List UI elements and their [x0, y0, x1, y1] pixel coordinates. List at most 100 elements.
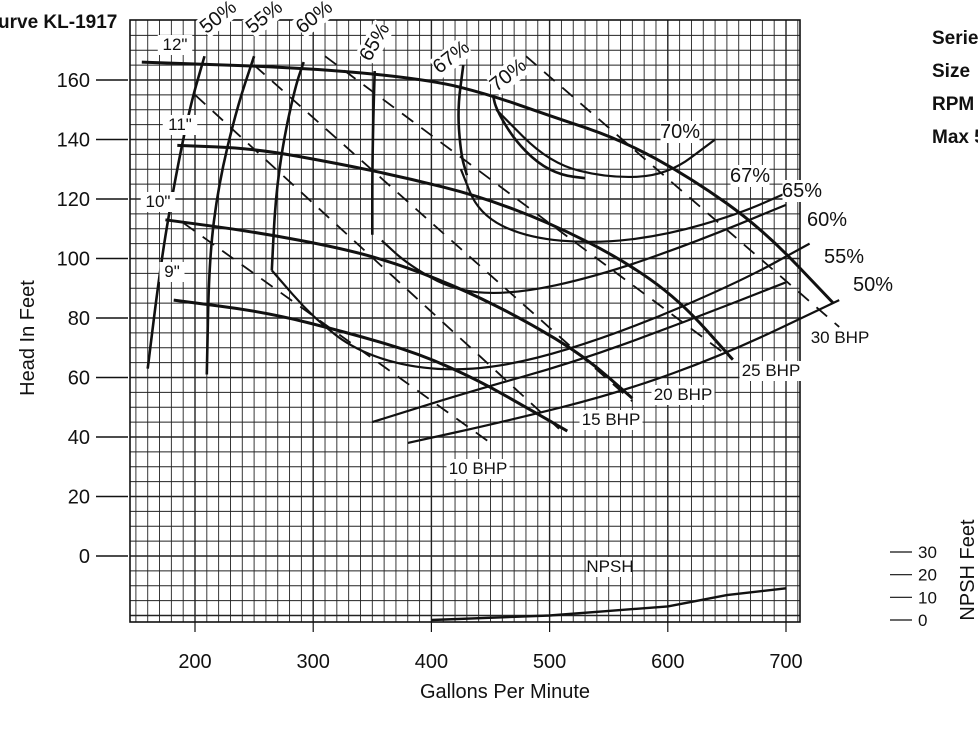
- bhp-label-text: 30 BHP: [811, 328, 870, 347]
- bhp-line: [324, 55, 734, 361]
- bhp-label-bg: [739, 361, 803, 381]
- efficiency-label-top-bg: [355, 19, 395, 65]
- impeller-label: 11": [162, 115, 198, 135]
- efficiency-label-top-text: 65%: [355, 19, 394, 65]
- curves: [141, 55, 840, 622]
- bhp-label-text: 20 BHP: [654, 385, 713, 404]
- bhp-label-bg: [808, 328, 872, 348]
- iso-efficiency-curve: [371, 281, 787, 424]
- efficiency-label-top: 65%: [355, 19, 394, 65]
- bhp-label: 20 BHP: [651, 385, 715, 405]
- impeller-label-text: 10": [146, 192, 171, 211]
- efficiency-label-right-bg: [807, 209, 847, 231]
- efficiency-label-right-bg: [730, 165, 770, 187]
- impeller-label-text: 9": [164, 262, 180, 281]
- efficiency-label-top-bg: [486, 54, 531, 96]
- y-tick-label: 60: [68, 368, 90, 390]
- impeller-label: 10": [140, 192, 176, 212]
- efficiency-curve: [146, 55, 206, 369]
- bhp-label: 30 BHP: [808, 328, 872, 348]
- impeller-curve: [141, 60, 835, 305]
- efficiency-label-right: 67%: [730, 165, 770, 187]
- y-tick-label: 100: [57, 249, 90, 271]
- impeller-label-text: 12": [163, 35, 188, 54]
- impeller-label: 9": [159, 262, 185, 282]
- rpm-label: RPM: [932, 94, 974, 115]
- npsh-tick-label: 30: [918, 543, 937, 562]
- bhp-label-text: 15 BHP: [582, 410, 641, 429]
- bhp-label-bg: [579, 410, 643, 430]
- x-tick-label: 500: [533, 651, 566, 673]
- bhp-label-text: 25 BHP: [742, 361, 801, 380]
- y-tick-label: 0: [79, 546, 90, 568]
- y-tick-label: 120: [57, 189, 90, 211]
- efficiency-label-top-bg: [196, 0, 241, 38]
- efficiency-curve: [457, 64, 469, 176]
- npsh-tick-label: 0: [918, 611, 927, 630]
- size-label: Size: [932, 61, 970, 82]
- efficiency-label-right-bg: [853, 274, 893, 296]
- y-tick-label: 40: [68, 427, 90, 449]
- series-label: Serie: [932, 28, 978, 49]
- grid: [96, 19, 912, 632]
- efficiency-label-right-text: 65%: [782, 180, 822, 202]
- efficiency-label-top-text: 70%: [486, 54, 531, 96]
- npsh-tick-label: 20: [918, 566, 937, 585]
- efficiency-curve: [491, 94, 586, 180]
- max-label: Max 5: [932, 127, 978, 148]
- y-tick-label: 20: [68, 487, 90, 509]
- efficiency-label-right: 65%: [782, 180, 822, 202]
- npsh-axis-label: NPSH Feet: [957, 519, 978, 621]
- iso-efficiency-curve: [381, 203, 787, 295]
- x-axis-label: Gallons Per Minute: [420, 681, 590, 703]
- impeller-curve: [173, 298, 569, 433]
- efficiency-label-top-bg: [242, 0, 287, 38]
- bhp-label: 10 BHP: [446, 459, 510, 479]
- efficiency-label-right-text: 55%: [824, 246, 864, 268]
- plot-frame: [129, 19, 801, 623]
- x-tick-label: 700: [769, 651, 802, 673]
- bhp-line: [525, 55, 840, 328]
- bhp-label-bg: [446, 459, 510, 479]
- x-tick-label: 600: [651, 651, 684, 673]
- iso-efficiency-curve: [495, 109, 716, 179]
- efficiency-label-top: 55%: [242, 0, 287, 38]
- npsh-tick-label: 10: [918, 588, 937, 607]
- impeller-label-bg: [157, 35, 193, 55]
- chart-title: urve KL-1917: [0, 12, 117, 33]
- impeller-label-bg: [162, 115, 198, 135]
- bhp-line: [182, 222, 492, 444]
- efficiency-label-right-text: 50%: [853, 274, 893, 296]
- efficiency-label-right: 70%: [660, 121, 700, 143]
- bhp-label-text: 10 BHP: [449, 459, 508, 478]
- efficiency-label-top: 70%: [486, 54, 531, 96]
- efficiency-label-top-bg: [429, 36, 474, 78]
- impeller-label: 12": [157, 35, 193, 55]
- npsh-label: NPSH: [586, 557, 634, 577]
- x-tick-label: 400: [415, 651, 448, 673]
- efficiency-label-right: 60%: [807, 209, 847, 231]
- y-tick-label: 80: [68, 308, 90, 330]
- npsh-label-text: NPSH: [586, 557, 633, 576]
- bhp-label-bg: [651, 385, 715, 405]
- impeller-label-bg: [159, 262, 185, 282]
- npsh-curve: [431, 587, 787, 622]
- efficiency-label-right-text: 60%: [807, 209, 847, 231]
- impeller-curve: [177, 143, 734, 361]
- iso-efficiency-curve: [270, 242, 811, 371]
- efficiency-label-right: 55%: [824, 246, 864, 268]
- efficiency-label-right-bg: [824, 246, 864, 268]
- efficiency-label-top-text: 60%: [292, 0, 337, 38]
- iso-efficiency-curve: [407, 299, 840, 444]
- y-tick-label: 140: [57, 130, 90, 152]
- y-tick-label: 160: [57, 70, 90, 92]
- efficiency-label-top-bg: [292, 0, 337, 38]
- efficiency-curve: [370, 71, 376, 235]
- efficiency-label-right-text: 67%: [730, 165, 770, 187]
- bhp-line: [194, 94, 563, 432]
- efficiency-curve: [270, 61, 305, 271]
- efficiency-label-top: 60%: [292, 0, 337, 38]
- efficiency-label-right-text: 70%: [660, 121, 700, 143]
- x-tick-label: 300: [297, 651, 330, 673]
